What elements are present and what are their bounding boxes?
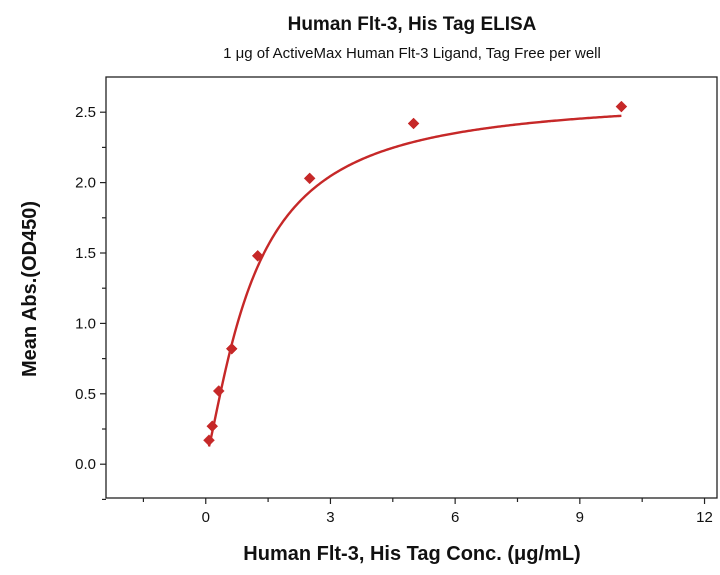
data-point: [303, 172, 316, 185]
data-point: [225, 342, 238, 355]
x-axis-label: Human Flt-3, His Tag Conc. (μg/mL): [243, 543, 580, 565]
axis-tick-labels: 0 3 6 9 12 0.0 0.5 1.0 1.5 2.0 2.5: [75, 104, 713, 526]
x-tick-label: 3: [326, 509, 334, 526]
y-tick-label: 1.5: [75, 245, 96, 262]
data-point: [203, 434, 215, 447]
x-tick-label: 12: [696, 509, 713, 526]
axis-ticks: [100, 111, 706, 504]
y-tick-label: 2.5: [75, 104, 96, 121]
x-tick-label: 0: [202, 509, 210, 526]
data-points: [203, 100, 628, 447]
data-point: [407, 117, 420, 130]
data-point: [212, 385, 225, 397]
plot-frame: [105, 76, 718, 499]
x-tick-label: 6: [451, 509, 459, 526]
data-point: [251, 249, 264, 262]
data-point: [615, 100, 628, 113]
y-tick-label: 1.0: [75, 315, 96, 332]
chart-title: Human Flt-3, His Tag ELISA: [288, 14, 537, 35]
y-tick-label: 0.5: [75, 386, 96, 403]
y-axis-label: Mean Abs.(OD450): [19, 201, 41, 377]
y-tick-label: 2.0: [75, 175, 96, 192]
x-tick-label: 9: [576, 509, 584, 526]
fit-curve: [207, 114, 622, 447]
y-tick-label: 0.0: [75, 456, 96, 473]
data-point: [206, 420, 219, 433]
chart-subtitle: 1 μg of ActiveMax Human Flt-3 Ligand, Ta…: [223, 45, 601, 62]
